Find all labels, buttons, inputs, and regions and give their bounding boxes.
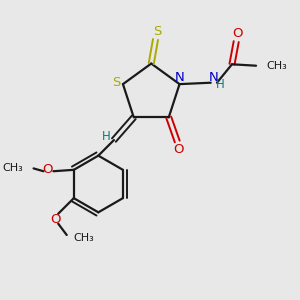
Text: N: N <box>175 71 184 84</box>
Text: S: S <box>153 25 161 38</box>
Text: O: O <box>50 213 61 226</box>
Text: S: S <box>112 76 121 89</box>
Text: CH₃: CH₃ <box>2 164 23 173</box>
Text: CH₃: CH₃ <box>267 61 288 71</box>
Text: H: H <box>216 79 225 92</box>
Text: H: H <box>102 130 110 143</box>
Text: CH₃: CH₃ <box>73 233 94 243</box>
Text: O: O <box>43 163 53 176</box>
Text: O: O <box>173 143 184 156</box>
Text: O: O <box>232 27 243 40</box>
Text: N: N <box>209 71 219 84</box>
